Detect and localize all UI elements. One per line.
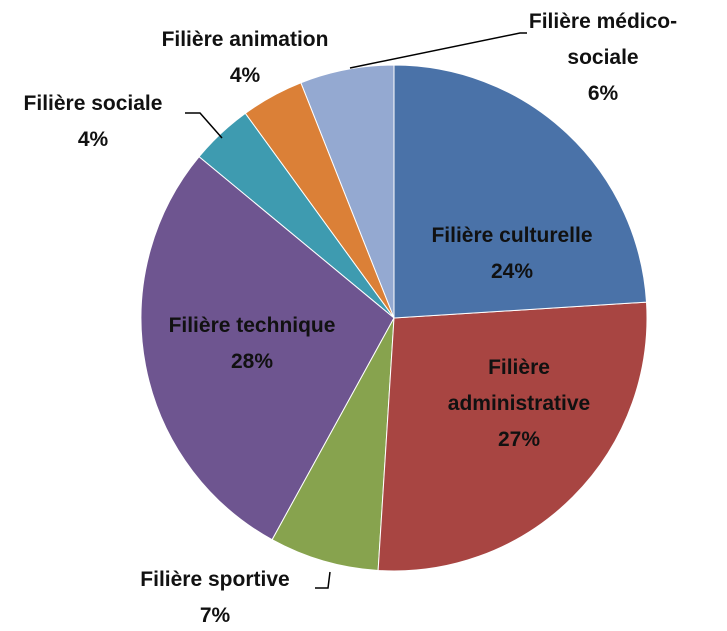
value-label: 4% <box>77 128 109 151</box>
category-name: Filière sociale <box>23 92 163 115</box>
leader-line <box>349 32 527 69</box>
pie-slice <box>271 317 395 572</box>
category-name: Filière médico-sociale <box>528 10 678 69</box>
slice-label: Filière culturelle 24% <box>402 218 622 290</box>
slice-label: Filière sociale 4% <box>3 86 183 158</box>
leader-line <box>315 571 331 589</box>
pie-slice <box>393 64 648 319</box>
value-label: 6% <box>587 82 619 105</box>
category-name: Filière administrative <box>447 356 591 415</box>
pie-slice <box>140 156 395 541</box>
value-label: 24% <box>490 260 534 283</box>
slice-label: Filière médico-sociale 6% <box>528 4 678 112</box>
value-label: 4% <box>229 64 261 87</box>
category-name: Filière culturelle <box>431 224 593 247</box>
slice-label: Filière sportive 7% <box>115 562 315 631</box>
value-label: 27% <box>497 428 541 451</box>
value-label: 7% <box>199 604 231 627</box>
leader-line <box>185 112 223 139</box>
slice-label: Filière animation 4% <box>130 22 360 94</box>
slice-label: Filière technique 28% <box>142 308 362 380</box>
value-label: 28% <box>230 350 274 373</box>
slice-label: Filière administrative 27% <box>439 350 599 458</box>
category-name: Filière technique <box>168 314 336 337</box>
category-name: Filière animation <box>161 28 329 51</box>
category-name: Filière sportive <box>140 568 290 591</box>
pie-slice <box>377 301 648 572</box>
